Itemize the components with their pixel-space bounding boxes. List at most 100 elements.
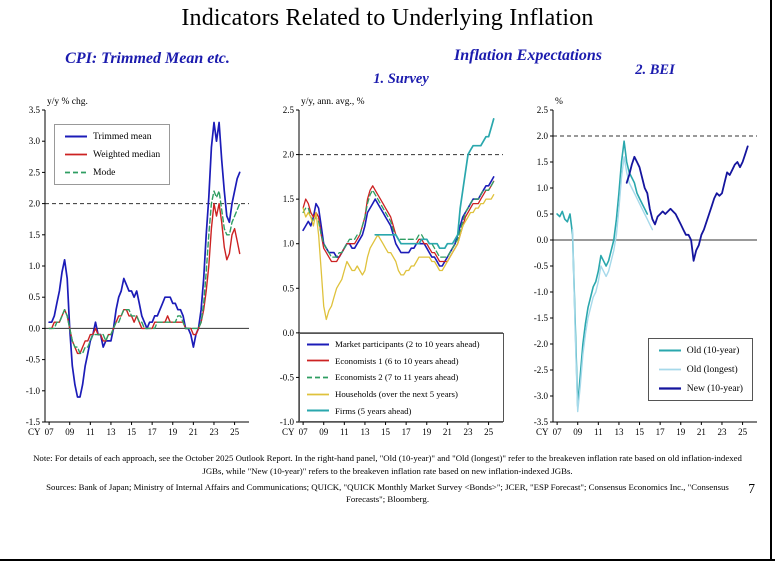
x-tick-label: 11 — [86, 427, 95, 437]
legend: Old (10-year) Old (longest) New (10-year) — [647, 338, 753, 401]
y-tick-label: -0.5 — [280, 372, 295, 382]
x-tick-label: 21 — [443, 427, 452, 437]
legend-label-old-longest: Old (longest) — [686, 364, 738, 375]
series-line-households — [302, 194, 495, 321]
x-tick-label: 13 — [106, 427, 116, 437]
y-tick-label: -3.5 — [534, 417, 549, 427]
legend-label-firms: Firms (5 years ahead) — [335, 405, 412, 416]
x-tick-label: 11 — [594, 427, 603, 437]
series-line-market-participants — [302, 176, 495, 267]
y-tick-label: 0.0 — [537, 235, 549, 245]
y-tick-label: 0.0 — [29, 323, 41, 333]
y-tick-label: -0.5 — [26, 355, 41, 365]
y-tick-label: 1.0 — [283, 239, 295, 249]
x-axis-prefix: CY — [536, 427, 549, 437]
x-tick-label: 09 — [319, 427, 329, 437]
y-tick-label: 1.5 — [537, 157, 549, 167]
y-tick-label: 1.5 — [283, 194, 295, 204]
x-tick-label: 15 — [635, 427, 645, 437]
y-tick-label: -1.0 — [26, 386, 41, 396]
series-line-old-10-year — [556, 140, 649, 408]
legend: Trimmed mean Weighted median Mode — [54, 124, 171, 185]
y-tick-label: 1.5 — [29, 230, 41, 240]
x-tick-label: 21 — [189, 427, 198, 437]
x-tick-label: 25 — [230, 427, 240, 437]
legend-label-market-participants: Market participants (2 to 10 years ahead… — [335, 339, 480, 350]
y-tick-label: -1.0 — [534, 287, 549, 297]
y-tick-label: -2.0 — [534, 339, 549, 349]
legend-label-economists-1: Economists 1 (6 to 10 years ahead) — [335, 355, 459, 366]
charts-row: -1.5 -1.0 -0.5 0.0 0.5 1.0 1.5 2.0 2.5 3.0 3.5 07 09… — [8, 92, 763, 444]
legend-item-mode: Mode — [64, 167, 160, 178]
y-tick-label: 2.5 — [283, 105, 295, 115]
y-tick-label: -1.5 — [534, 313, 549, 323]
note-text: Note: For details of each approach, see … — [33, 453, 742, 476]
x-tick-label: 25 — [484, 427, 494, 437]
y-tick-label: -1.5 — [26, 417, 41, 427]
page-number: 7 — [748, 481, 755, 496]
y-tick-label: -2.5 — [534, 365, 549, 375]
y-tick-label: -3.0 — [534, 391, 549, 401]
x-tick-label: 17 — [656, 427, 666, 437]
y-tick-label: 2.5 — [29, 167, 41, 177]
legend-line-sample-old-10-year — [658, 349, 681, 352]
x-tick-label: 25 — [738, 427, 748, 437]
axis-unit-label: y/y, ann. avg., % — [301, 97, 365, 107]
x-tick-label: 09 — [65, 427, 75, 437]
panel-subtitle-bei: 2. BEI — [635, 62, 675, 78]
x-tick-label: 07 — [45, 427, 55, 437]
x-tick-label: 19 — [422, 427, 432, 437]
sources-text: Sources: Bank of Japan; Ministry of Inte… — [46, 481, 729, 505]
legend-label-economists-2: Economists 2 (7 to 11 years ahead) — [335, 372, 459, 383]
axis-unit-label: y/y % chg. — [47, 97, 88, 107]
series-line-economists-2 — [302, 180, 495, 258]
legend-line-sample-households — [307, 393, 329, 395]
legend-label-trimmed-mean: Trimmed mean — [93, 131, 152, 142]
x-tick-label: 07 — [553, 427, 563, 437]
legend: Market participants (2 to 10 years ahead… — [299, 333, 504, 422]
legend-line-sample-trimmed-mean — [65, 135, 87, 138]
chart-panel-survey: -1.0 -0.5 0.0 0.5 1.0 1.5 2.0 2.5 07 09 11 13 15 17 19… — [262, 92, 509, 444]
y-tick-label: -0.5 — [534, 261, 549, 271]
chart-panel-cpi: -1.5 -1.0 -0.5 0.0 0.5 1.0 1.5 2.0 2.5 3.0 3.5 07 09… — [8, 92, 255, 444]
legend-item-households: Households (over the next 5 years) — [306, 389, 497, 399]
right-border-line — [770, 0, 772, 561]
y-tick-label: 1.0 — [537, 183, 549, 193]
y-tick-label: 0.5 — [29, 292, 41, 302]
y-tick-label: 2.5 — [537, 105, 549, 115]
y-tick-label: 0.5 — [283, 283, 295, 293]
series-line-old-longest — [571, 156, 654, 413]
series-line-trimmed-mean — [48, 121, 241, 398]
x-tick-label: 23 — [717, 427, 727, 437]
legend-line-sample-market-participants — [307, 343, 329, 346]
x-tick-label: 13 — [360, 427, 370, 437]
x-tick-label: 11 — [340, 427, 349, 437]
y-tick-label: -1.0 — [280, 417, 295, 427]
panel-title-cpi: CPI: Trimmed Mean etc. — [65, 50, 230, 67]
legend-item-economists-1: Economists 1 (6 to 10 years ahead) — [306, 356, 497, 366]
axis-unit-label: % — [555, 97, 563, 107]
legend-label-new-10-year: New (10-year) — [686, 383, 743, 394]
series-line-weighted-median — [48, 202, 241, 355]
chart-panel-bei: -3.5 -3.0 -2.5 -2.0 -1.5 -1.0 -0.5 0.0 0.5 1.0 1.5… — [516, 92, 763, 444]
y-tick-label: 2.0 — [29, 199, 41, 209]
legend-line-sample-old-longest — [658, 368, 681, 371]
legend-line-sample-weighted-median — [65, 153, 87, 156]
legend-label-households: Households (over the next 5 years) — [335, 389, 458, 400]
series-line-firms — [374, 118, 495, 250]
y-tick-label: 1.0 — [29, 261, 41, 271]
y-tick-label: 2.0 — [537, 131, 549, 141]
x-tick-label: 17 — [402, 427, 412, 437]
legend-label-weighted-median: Weighted median — [93, 149, 161, 160]
chart-svg: -3.5 -3.0 -2.5 -2.0 -1.5 -1.0 -0.5 0.0 0.5 1.0 1.5… — [534, 97, 757, 437]
x-tick-label: 23 — [209, 427, 219, 437]
x-tick-label: 17 — [148, 427, 158, 437]
x-tick-label: 23 — [463, 427, 473, 437]
x-tick-label: 13 — [614, 427, 624, 437]
legend-line-sample-economists-2 — [307, 376, 329, 379]
y-tick-label: 0.5 — [537, 209, 549, 219]
x-tick-label: 19 — [676, 427, 686, 437]
page-title: Indicators Related to Underlying Inflati… — [181, 5, 594, 31]
legend-line-sample-firms — [307, 409, 329, 412]
